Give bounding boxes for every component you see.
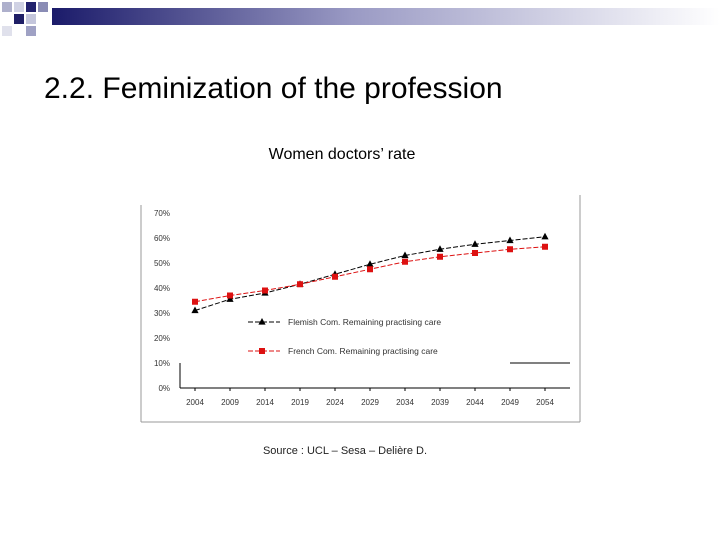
data-point-square bbox=[227, 292, 233, 299]
y-tick-label: 0% bbox=[158, 384, 170, 393]
x-axis-ticks: 2004 2009 2014 2019 2024 2029 2034 2039 2044 2049… bbox=[186, 388, 554, 407]
data-point-square bbox=[472, 250, 478, 256]
data-point-triangle bbox=[226, 295, 234, 302]
data-point-square bbox=[259, 348, 265, 354]
data-point-triangle bbox=[506, 236, 514, 244]
top-decoration bbox=[2, 2, 720, 36]
legend-label: Flemish Com. Remaining practising care bbox=[288, 317, 441, 327]
x-tick-label: 2009 bbox=[221, 398, 239, 407]
slide-title: 2.2. Feminization of the profession bbox=[44, 72, 503, 105]
data-point-triangle bbox=[436, 245, 444, 252]
data-point-square bbox=[542, 243, 548, 250]
data-point-square bbox=[332, 273, 338, 280]
legend-item: Flemish Com. Remaining practising care bbox=[248, 317, 441, 327]
chart-legend: Flemish Com. Remaining practising care Fr… bbox=[248, 317, 441, 356]
series-2 bbox=[192, 243, 548, 305]
chart-title: Women doctors’ rate bbox=[268, 146, 416, 163]
y-tick-label: 10% bbox=[154, 359, 170, 368]
y-tick-label: 60% bbox=[154, 234, 170, 243]
series-layer bbox=[191, 232, 549, 314]
data-point-square bbox=[297, 281, 303, 288]
data-point-triangle bbox=[366, 260, 374, 267]
series-line bbox=[194, 236, 546, 311]
series-line bbox=[194, 246, 546, 303]
x-tick-label: 2049 bbox=[501, 398, 519, 407]
data-point-square bbox=[437, 253, 443, 260]
y-axis-ticks: 0% 10% 20% 30% 40% 50% 60% 70% bbox=[154, 209, 170, 393]
y-tick-label: 40% bbox=[154, 284, 170, 293]
data-point-triangle bbox=[191, 306, 199, 314]
y-tick-label: 70% bbox=[154, 209, 170, 218]
x-tick-label: 2024 bbox=[326, 398, 344, 407]
data-point-triangle bbox=[258, 318, 266, 325]
x-tick-label: 2004 bbox=[186, 398, 204, 407]
legend-item: French Com. Remaining practising care bbox=[248, 346, 438, 356]
data-point-triangle bbox=[401, 251, 409, 259]
y-tick-label: 50% bbox=[154, 259, 170, 268]
data-point-triangle bbox=[471, 240, 479, 247]
x-tick-label: 2039 bbox=[431, 398, 449, 407]
series-1 bbox=[191, 232, 549, 314]
source-note: Source : UCL – Sesa – Delière D. bbox=[262, 445, 428, 457]
data-point-square bbox=[262, 287, 268, 294]
legend-label: French Com. Remaining practising care bbox=[288, 346, 438, 356]
data-point-square bbox=[507, 246, 513, 253]
x-tick-label: 2014 bbox=[256, 398, 274, 407]
data-point-triangle bbox=[541, 232, 549, 240]
y-tick-label: 20% bbox=[154, 334, 170, 343]
x-tick-label: 2044 bbox=[466, 398, 484, 407]
y-tick-label: 30% bbox=[154, 309, 170, 318]
data-point-square bbox=[192, 298, 198, 305]
x-tick-label: 2034 bbox=[396, 398, 414, 407]
data-point-square bbox=[402, 258, 408, 265]
x-tick-label: 2029 bbox=[361, 398, 379, 407]
x-tick-label: 2019 bbox=[291, 398, 309, 407]
x-tick-label: 2054 bbox=[536, 398, 554, 407]
data-point-square bbox=[367, 266, 373, 273]
